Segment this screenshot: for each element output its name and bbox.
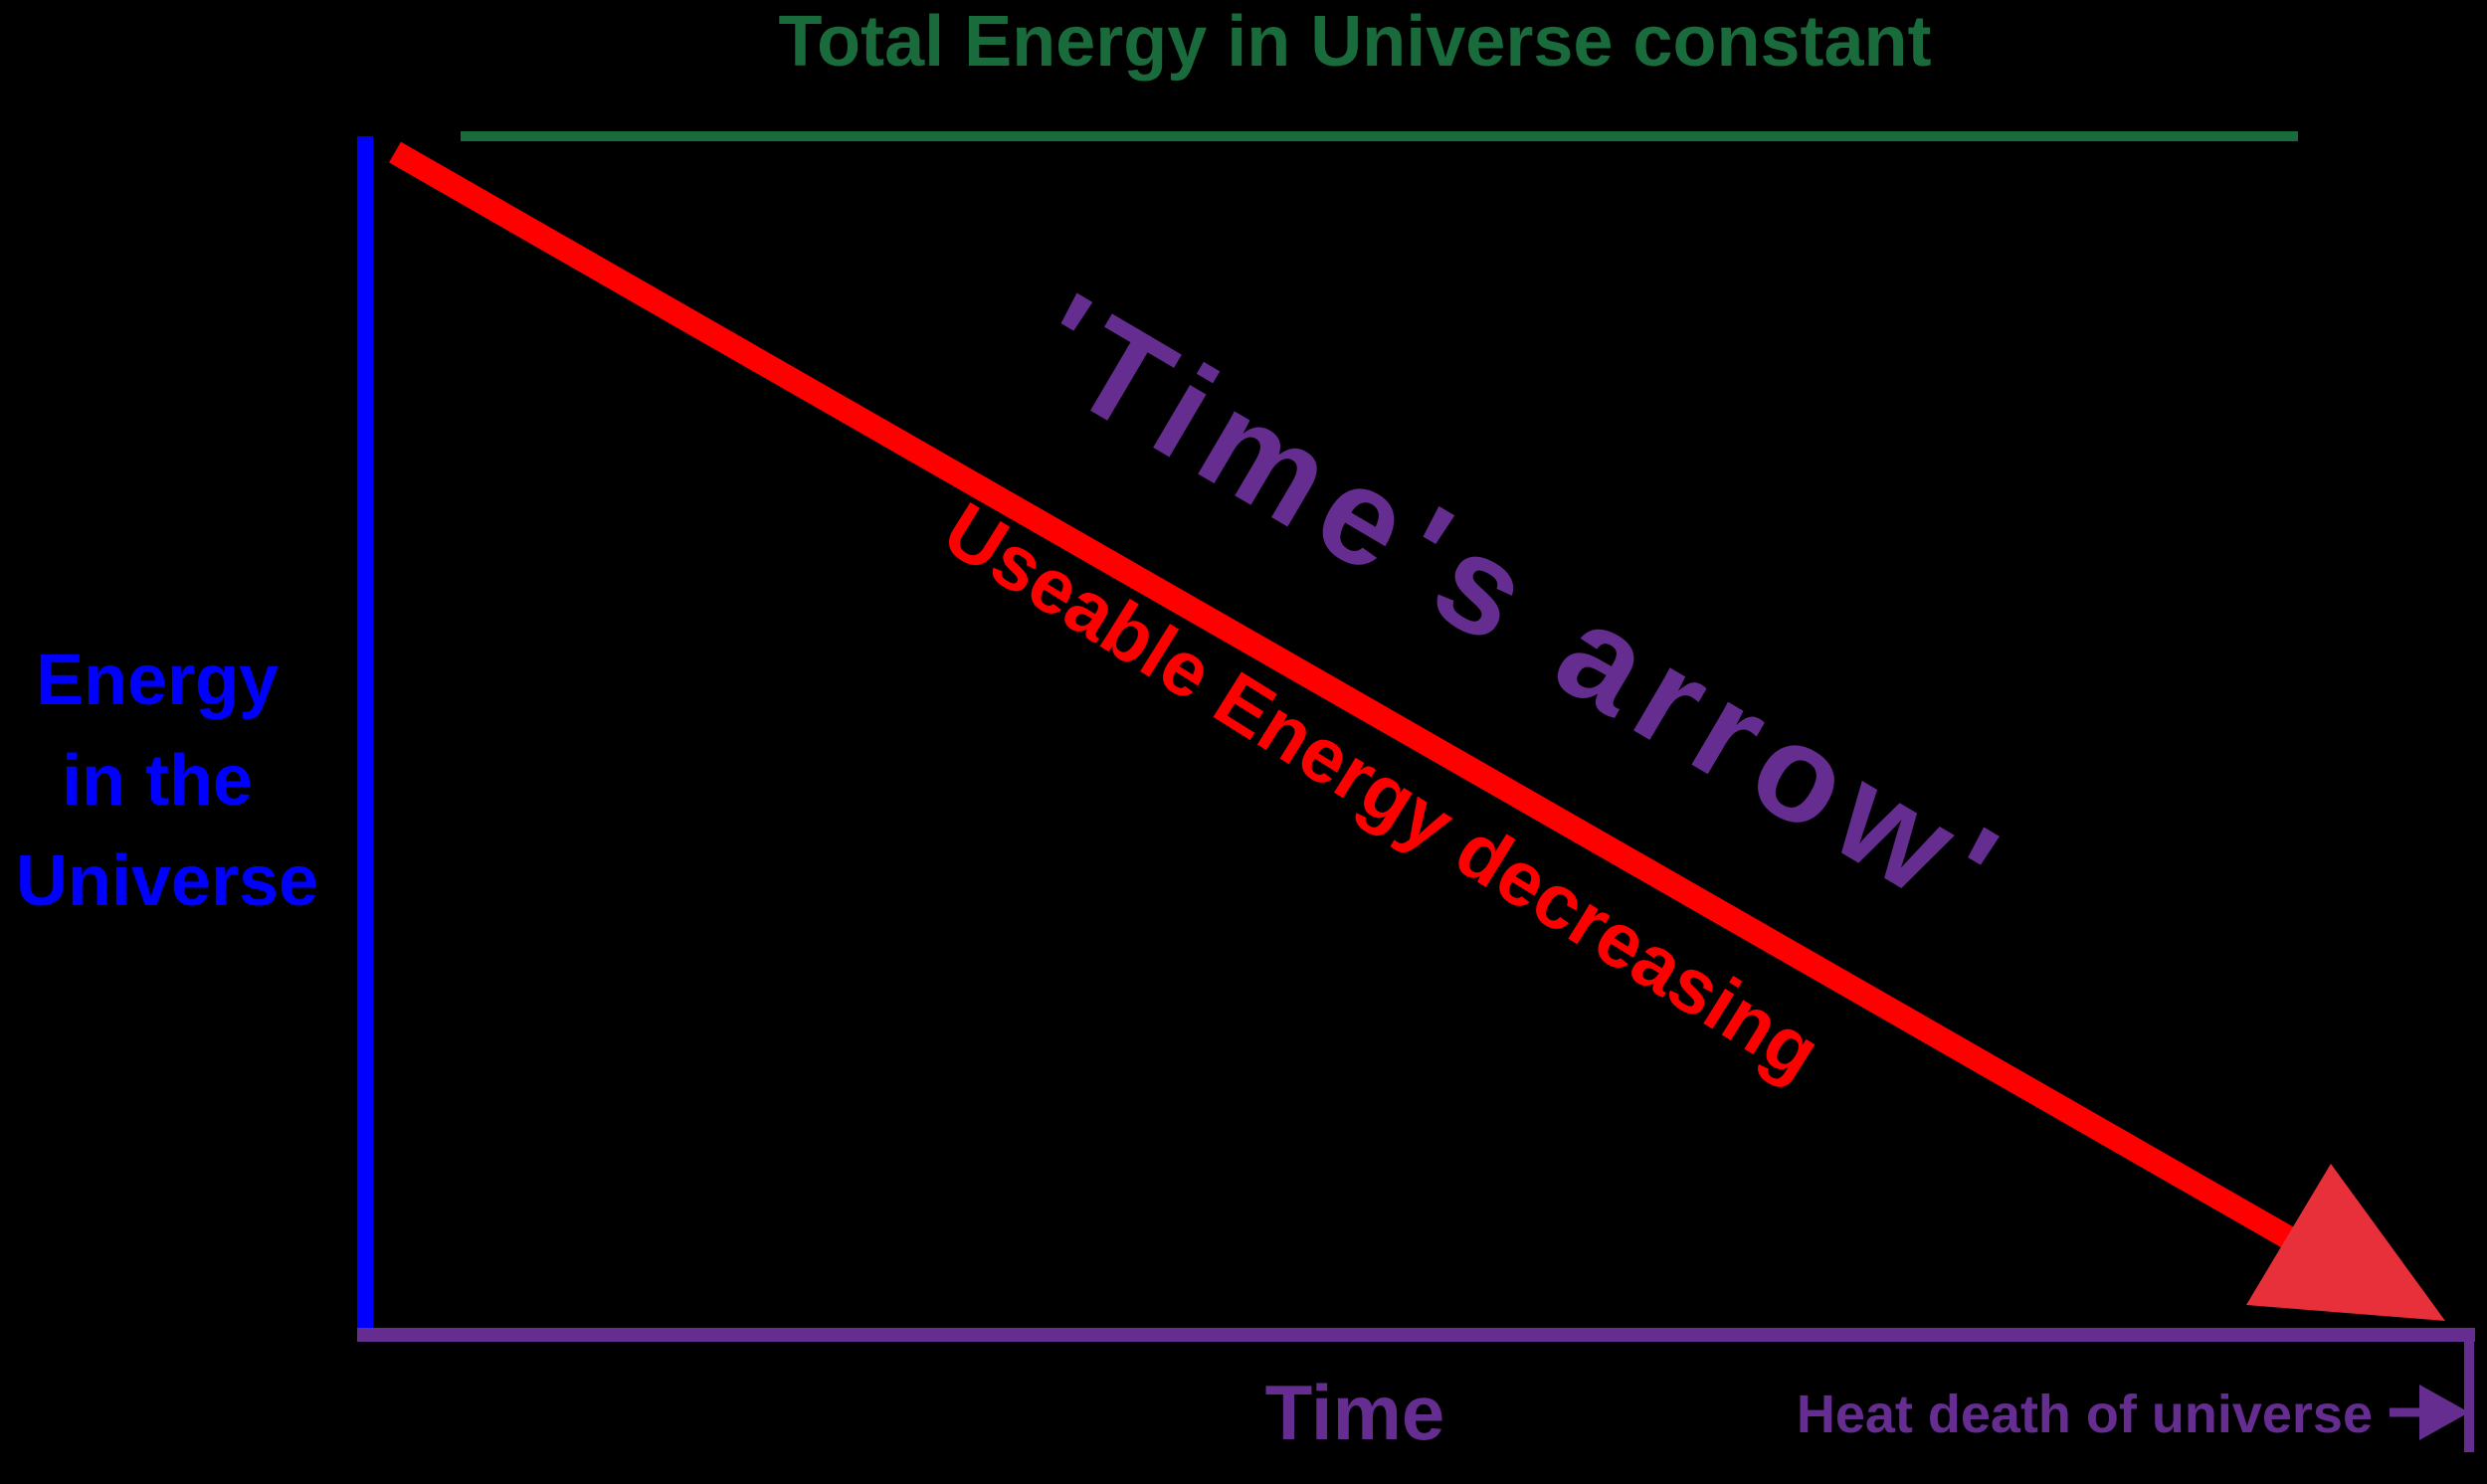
y-axis-label-line-1: Energy [36, 641, 279, 720]
useable-energy-line [389, 141, 2304, 1254]
y-axis-label-line-3: Universe [16, 841, 318, 921]
x-axis-label: Time [1265, 1369, 1445, 1456]
heat-death-arrowhead-icon [2419, 1385, 2469, 1440]
total-energy-title: Total Energy in Universe constant [779, 2, 1932, 82]
heat-death-label: Heat death of universe [1797, 1385, 2373, 1444]
useable-energy-arrowhead-icon [2246, 1164, 2445, 1321]
y-axis-label: Energy in the Universe [16, 641, 318, 921]
y-axis-label-line-2: in the [62, 741, 253, 821]
